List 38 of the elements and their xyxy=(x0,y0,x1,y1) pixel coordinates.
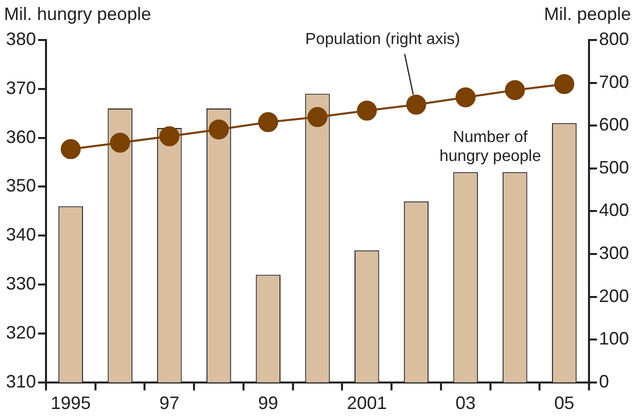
y-tick-label: 330 xyxy=(6,274,36,294)
point xyxy=(110,132,130,153)
point xyxy=(356,100,377,121)
y2-tick-label: 300 xyxy=(598,242,630,263)
y-axis-title: Mil. hungry people xyxy=(4,4,152,25)
y2-tick-label: 500 xyxy=(598,157,630,178)
y2-tick-label: 100 xyxy=(598,328,630,349)
x-tick-label: 99 xyxy=(258,393,278,414)
y-tick-label: 360 xyxy=(6,126,36,147)
y-tick-label: 340 xyxy=(6,224,36,245)
x-tick-label: 97 xyxy=(159,393,180,414)
y2-tick-label: 700 xyxy=(598,72,630,92)
x-tick-label: 03 xyxy=(456,393,476,414)
y-tick-label: 380 xyxy=(6,28,36,49)
y2-tick-label: 800 xyxy=(598,28,630,49)
x-tick-label: 1995 xyxy=(50,393,91,414)
y-tick-label: 370 xyxy=(6,78,36,98)
point xyxy=(258,112,278,132)
y2-axis-title: Mil. people xyxy=(544,4,631,25)
y2-tick-label: 400 xyxy=(598,200,630,220)
y2-tick-label: 600 xyxy=(598,114,630,135)
y-tick-label: 320 xyxy=(6,322,36,342)
y-tick-label: 350 xyxy=(6,176,36,196)
point xyxy=(159,126,180,146)
series-label: Number of hungry people xyxy=(440,129,542,166)
point xyxy=(456,87,476,108)
point xyxy=(406,94,426,115)
point xyxy=(208,119,229,140)
text: Population (right axis) xyxy=(305,31,460,48)
x-tick-label: 2001 xyxy=(346,393,387,414)
point xyxy=(504,80,525,100)
x-tick-label: 05 xyxy=(554,393,574,414)
y2-tick-label: 0 xyxy=(598,371,609,392)
point xyxy=(308,107,328,128)
y2-tick-label: 200 xyxy=(598,286,630,306)
point xyxy=(554,74,574,94)
point xyxy=(60,139,81,160)
y-tick-label: 310 xyxy=(6,371,36,392)
